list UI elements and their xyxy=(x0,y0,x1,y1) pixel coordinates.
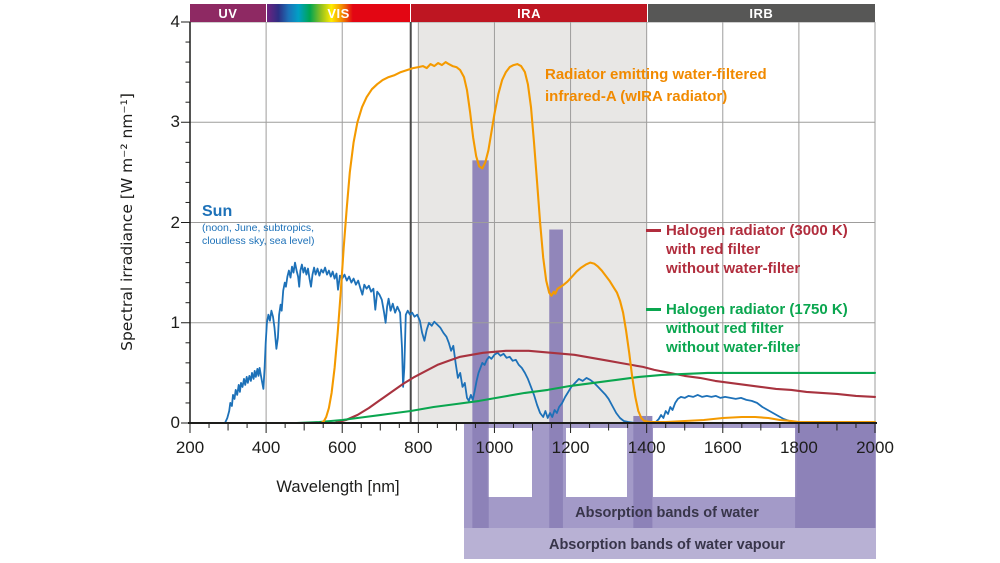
sun-annotation-title: Sun xyxy=(202,203,233,220)
absorption-band-0 xyxy=(472,160,489,528)
tick-label-window-2 xyxy=(653,428,797,497)
legend-halogen-1750k-line2: without red filter xyxy=(666,320,784,337)
y-tick-label-3: 3 xyxy=(170,112,180,132)
legend-line-sample-halogen-3000k-icon xyxy=(646,229,661,232)
spectrum-band-uv: UV xyxy=(190,4,267,22)
x-tick-label-1400: 1400 xyxy=(627,438,666,457)
spectrum-band-irb-label: IRB xyxy=(749,5,774,21)
wira-annotation-line1: Radiator emitting water-filtered xyxy=(545,66,767,83)
legend-line-sample-halogen-1750k-icon xyxy=(646,308,661,311)
tick-label-window-1 xyxy=(566,428,627,497)
spectrum-band-ira-label: IRA xyxy=(517,5,541,21)
wira-annotation-line2: infrared-A (wIRA radiator) xyxy=(545,88,728,105)
legend-halogen-3000k-line3: without water-filter xyxy=(666,260,801,277)
legend-halogen-1750k-lines: Halogen radiator (1750 K) without red fi… xyxy=(666,300,848,357)
x-tick-label-600: 600 xyxy=(328,438,357,457)
absorption-band-3 xyxy=(795,420,875,528)
x-tick-label-1600: 1600 xyxy=(703,438,742,457)
spectrum-band-vis-label: VIS xyxy=(327,5,350,21)
sun-annotation: Sun (noon, June, subtropics, cloudless s… xyxy=(202,202,314,248)
legend-halogen-1750k-line1: Halogen radiator (1750 K) xyxy=(666,301,848,318)
wira-radiator-annotation: Radiator emitting water-filtered infrare… xyxy=(545,64,767,108)
spectrum-band-ira: IRA xyxy=(411,4,648,22)
x-tick-label-2000: 2000 xyxy=(856,438,894,457)
y-tick-label-1: 1 xyxy=(170,312,180,332)
sun-annotation-sub2: cloudless sky, sea level) xyxy=(202,235,315,247)
y-tick-label-2: 2 xyxy=(170,212,180,232)
y-tick-label-4: 4 xyxy=(170,12,180,31)
legend-halogen-3000k-line1: Halogen radiator (3000 K) xyxy=(666,222,848,239)
legend-halogen-3000k-lines: Halogen radiator (3000 K) with red filte… xyxy=(666,221,848,278)
series-curve-3 xyxy=(320,61,877,425)
absorption-band-1 xyxy=(549,229,563,528)
y-axis-title: Spectral irradiance [W m⁻² nm⁻¹] xyxy=(118,93,136,351)
series-curve-2 xyxy=(295,371,877,425)
legend-halogen-1750k-line3: without water-filter xyxy=(666,339,801,356)
spectrum-bar: UV VIS IRA IRB xyxy=(190,4,875,22)
x-axis-title: Wavelength [nm] xyxy=(276,478,400,496)
x-tick-label-400: 400 xyxy=(251,438,281,457)
spectrum-band-irb: IRB xyxy=(647,4,875,22)
tick-label-window-0 xyxy=(487,428,532,497)
spectrum-band-uv-label: UV xyxy=(218,5,238,21)
spectrum-band-vis: VIS xyxy=(266,4,412,22)
legend-halogen-3000k: Halogen radiator (3000 K) with red filte… xyxy=(646,221,848,278)
legend-halogen-3000k-line2: with red filter xyxy=(666,241,761,258)
x-tick-label-800: 800 xyxy=(404,438,433,457)
y-tick-label-0: 0 xyxy=(170,413,180,432)
absorption-bands-of-water-label: Absorption bands of water xyxy=(575,505,759,521)
sun-annotation-sub1: (noon, June, subtropics, xyxy=(202,222,315,234)
x-tick-label-1800: 1800 xyxy=(779,438,818,457)
x-tick-label-200: 200 xyxy=(175,438,205,457)
x-tick-label-1200: 1200 xyxy=(551,438,590,457)
absorption-bands-of-water-vapour-label: Absorption bands of water vapour xyxy=(548,537,786,553)
series-curve-1 xyxy=(333,349,877,425)
legend-halogen-1750k: Halogen radiator (1750 K) without red fi… xyxy=(646,300,848,357)
x-tick-label-1000: 1000 xyxy=(475,438,514,457)
absorption-band-2 xyxy=(633,415,653,528)
